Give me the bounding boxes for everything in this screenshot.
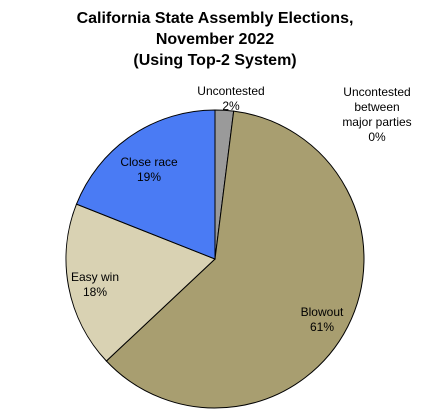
pie-slice-easy-win xyxy=(65,203,216,362)
slice-label-line: Close race xyxy=(120,155,178,169)
slice-label-line: major parties xyxy=(342,115,411,129)
slice-label-close-race: Close race 19% xyxy=(120,155,178,184)
pie-slice-blowout xyxy=(105,110,365,409)
chart-title: California State Assembly Elections, Nov… xyxy=(0,8,430,71)
slice-label-line: 18% xyxy=(83,285,107,299)
slice-label-line: Easy win xyxy=(71,270,119,284)
slice-label-line: 61% xyxy=(310,320,334,334)
slice-label-easy-win: Easy win 18% xyxy=(71,270,119,299)
slice-label-uncontested: Uncontested 2% xyxy=(197,84,264,113)
slice-label-blowout: Blowout 61% xyxy=(301,305,344,334)
chart-title-line-3: (Using Top-2 System) xyxy=(133,52,297,69)
pie-slice-close-race xyxy=(75,109,216,260)
slice-label-line: Uncontested xyxy=(343,85,410,99)
slice-label-line: 0% xyxy=(368,130,386,144)
slice-label-line: 2% xyxy=(222,99,240,113)
slice-label-line: Blowout xyxy=(301,305,344,319)
slice-label-line: between xyxy=(354,100,399,114)
slice-label-line: Uncontested xyxy=(197,84,264,98)
slice-label-line: 19% xyxy=(137,170,161,184)
slice-label-uncontested-between-major-parties: Uncontested between major parties 0% xyxy=(342,85,411,144)
chart-title-line-1: California State Assembly Elections, xyxy=(76,10,354,27)
chart-title-line-2: November 2022 xyxy=(155,31,275,48)
